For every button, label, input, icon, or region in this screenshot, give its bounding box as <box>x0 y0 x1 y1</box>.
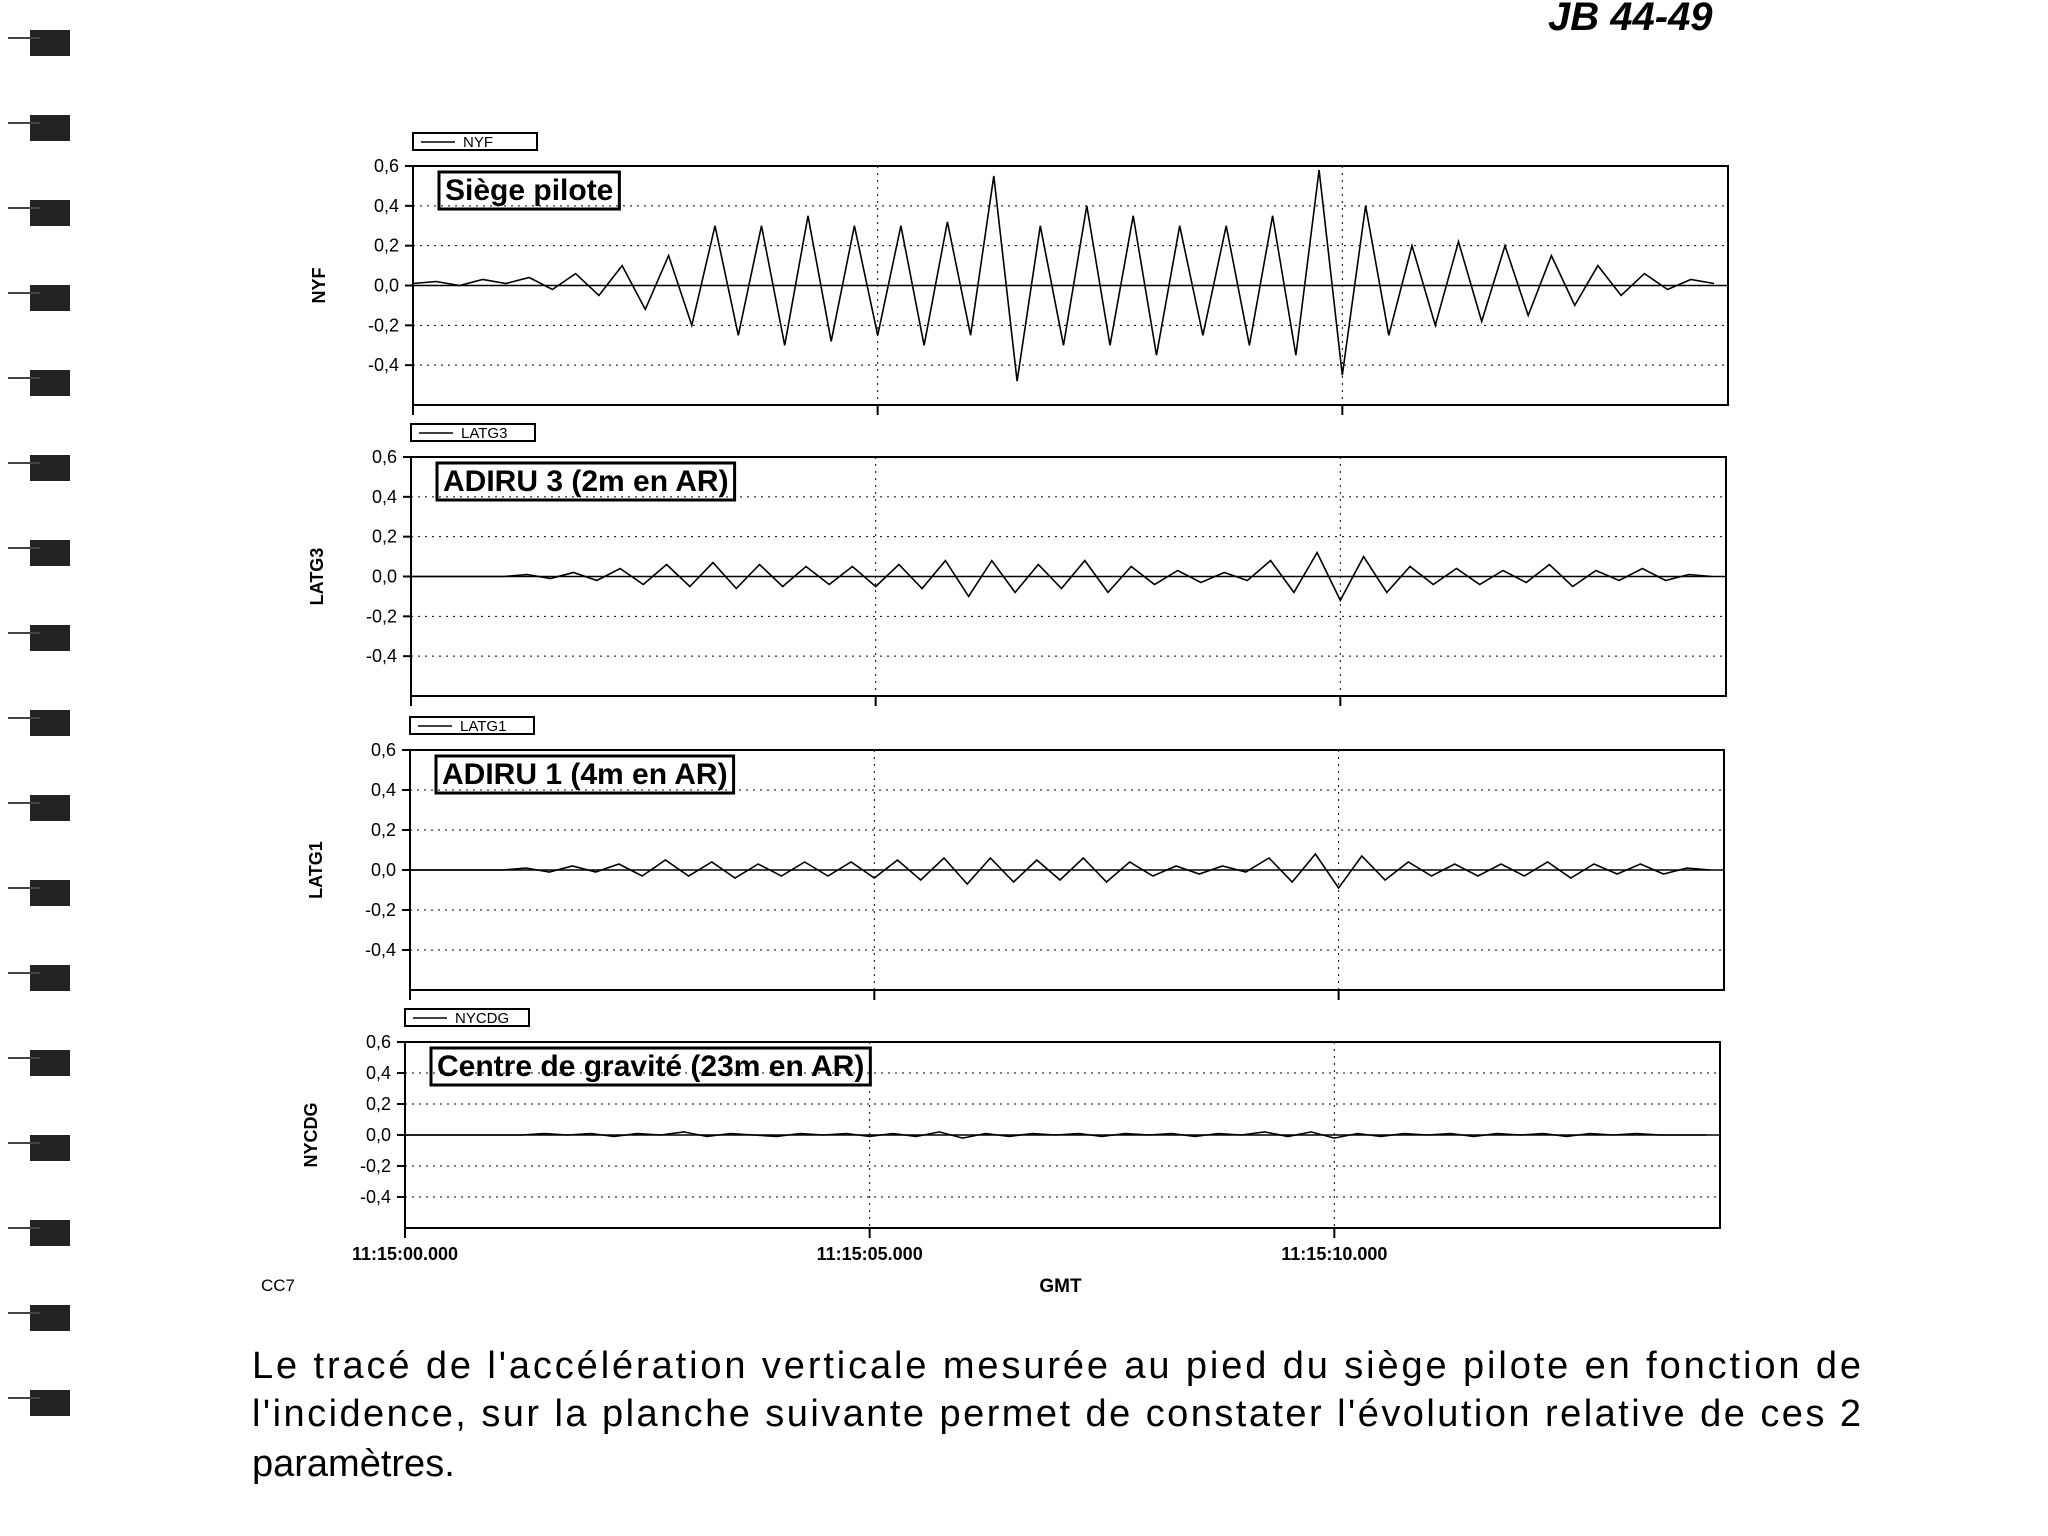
y-tick-label: 0,0 <box>372 567 397 587</box>
binder-hole <box>30 880 70 906</box>
y-tick-label: 0,4 <box>374 196 399 216</box>
y-tick-label: 0,6 <box>371 740 396 760</box>
legend-box <box>410 423 536 442</box>
y-axis-label: NYF <box>309 267 329 303</box>
legend-label: LATG1 <box>460 718 506 735</box>
binder-hole <box>30 1135 70 1161</box>
binder-hole <box>30 540 70 566</box>
y-tick-label: 0,0 <box>366 1125 391 1145</box>
binder-hole <box>30 285 70 311</box>
x-axis-label: GMT <box>1039 1276 1082 1297</box>
y-tick-label: 0,6 <box>366 1032 391 1052</box>
binder-hole <box>30 710 70 736</box>
binder-hole <box>30 115 70 141</box>
paragraph-line: l'incidence, sur la planche suivante per… <box>252 1393 1861 1435</box>
y-tick-label: -0,4 <box>366 646 397 666</box>
x-tick-label: 11:15:10.000 <box>1281 1244 1387 1264</box>
legend-box <box>404 1008 530 1027</box>
y-tick-label: 0,4 <box>366 1063 391 1083</box>
y-tick-label: -0,2 <box>368 315 399 335</box>
annotation-box <box>434 754 736 795</box>
legend-label: NYF <box>463 134 493 151</box>
binder-hole <box>30 795 70 821</box>
y-tick-label: 0,2 <box>366 1094 391 1114</box>
y-tick-label: -0,2 <box>360 1156 391 1176</box>
y-tick-label: -0,2 <box>365 900 396 920</box>
legend-box <box>412 132 538 151</box>
y-tick-label: 0,2 <box>372 527 397 547</box>
y-axis-label: NYCDG <box>301 1102 321 1167</box>
binder-hole <box>30 625 70 651</box>
y-tick-label: -0,4 <box>360 1187 391 1207</box>
y-tick-label: 0,6 <box>374 156 399 176</box>
signal-line <box>412 169 1715 382</box>
binder-hole <box>30 200 70 226</box>
annotation-box <box>435 461 737 502</box>
x-tick-label: 11:15:00.000 <box>352 1244 458 1264</box>
handwritten-reference: JB 44-49 <box>1548 0 1713 39</box>
binder-hole <box>30 370 70 396</box>
paragraph-line: Le tracé de l'accélération verticale mes… <box>252 1345 1861 1387</box>
binder-hole <box>30 1305 70 1331</box>
legend-box <box>409 716 535 735</box>
signal-line <box>405 1131 1707 1139</box>
binder-hole <box>30 1220 70 1246</box>
binder-hole <box>30 455 70 481</box>
paragraph-line: paramètres. <box>252 1443 455 1485</box>
y-tick-label: 0,0 <box>371 860 396 880</box>
panel-annotation: ADIRU 3 (2m en AR) <box>443 465 729 498</box>
annotation-box <box>429 1046 872 1087</box>
x-tick-label: 11:15:05.000 <box>817 1244 923 1264</box>
y-axis-label: LATG1 <box>306 841 326 899</box>
y-tick-label: 0,4 <box>372 487 397 507</box>
panel-annotation: ADIRU 1 (4m en AR) <box>442 758 728 791</box>
y-tick-label: -0,4 <box>368 355 399 375</box>
panel-annotation: Centre de gravité (23m en AR) <box>437 1050 864 1083</box>
y-tick-label: 0,2 <box>371 820 396 840</box>
panel-annotation: Siège pilote <box>445 174 613 207</box>
annotation-box <box>437 170 621 211</box>
y-tick-label: 0,0 <box>374 276 399 296</box>
binder-hole <box>30 30 70 56</box>
legend-label: NYCDG <box>455 1010 509 1027</box>
y-tick-label: 0,2 <box>374 236 399 256</box>
binder-hole <box>30 1050 70 1076</box>
y-tick-label: -0,4 <box>365 940 396 960</box>
y-axis-label: LATG3 <box>307 548 327 606</box>
y-tick-label: -0,2 <box>366 606 397 626</box>
figure-code: CC7 <box>261 1276 295 1295</box>
binder-hole <box>30 1390 70 1416</box>
y-tick-label: 0,4 <box>371 780 396 800</box>
binder-hole <box>30 965 70 991</box>
signal-line <box>411 550 1713 603</box>
y-tick-label: 0,6 <box>372 447 397 467</box>
signal-line <box>410 852 1711 890</box>
legend-label: LATG3 <box>461 425 507 442</box>
